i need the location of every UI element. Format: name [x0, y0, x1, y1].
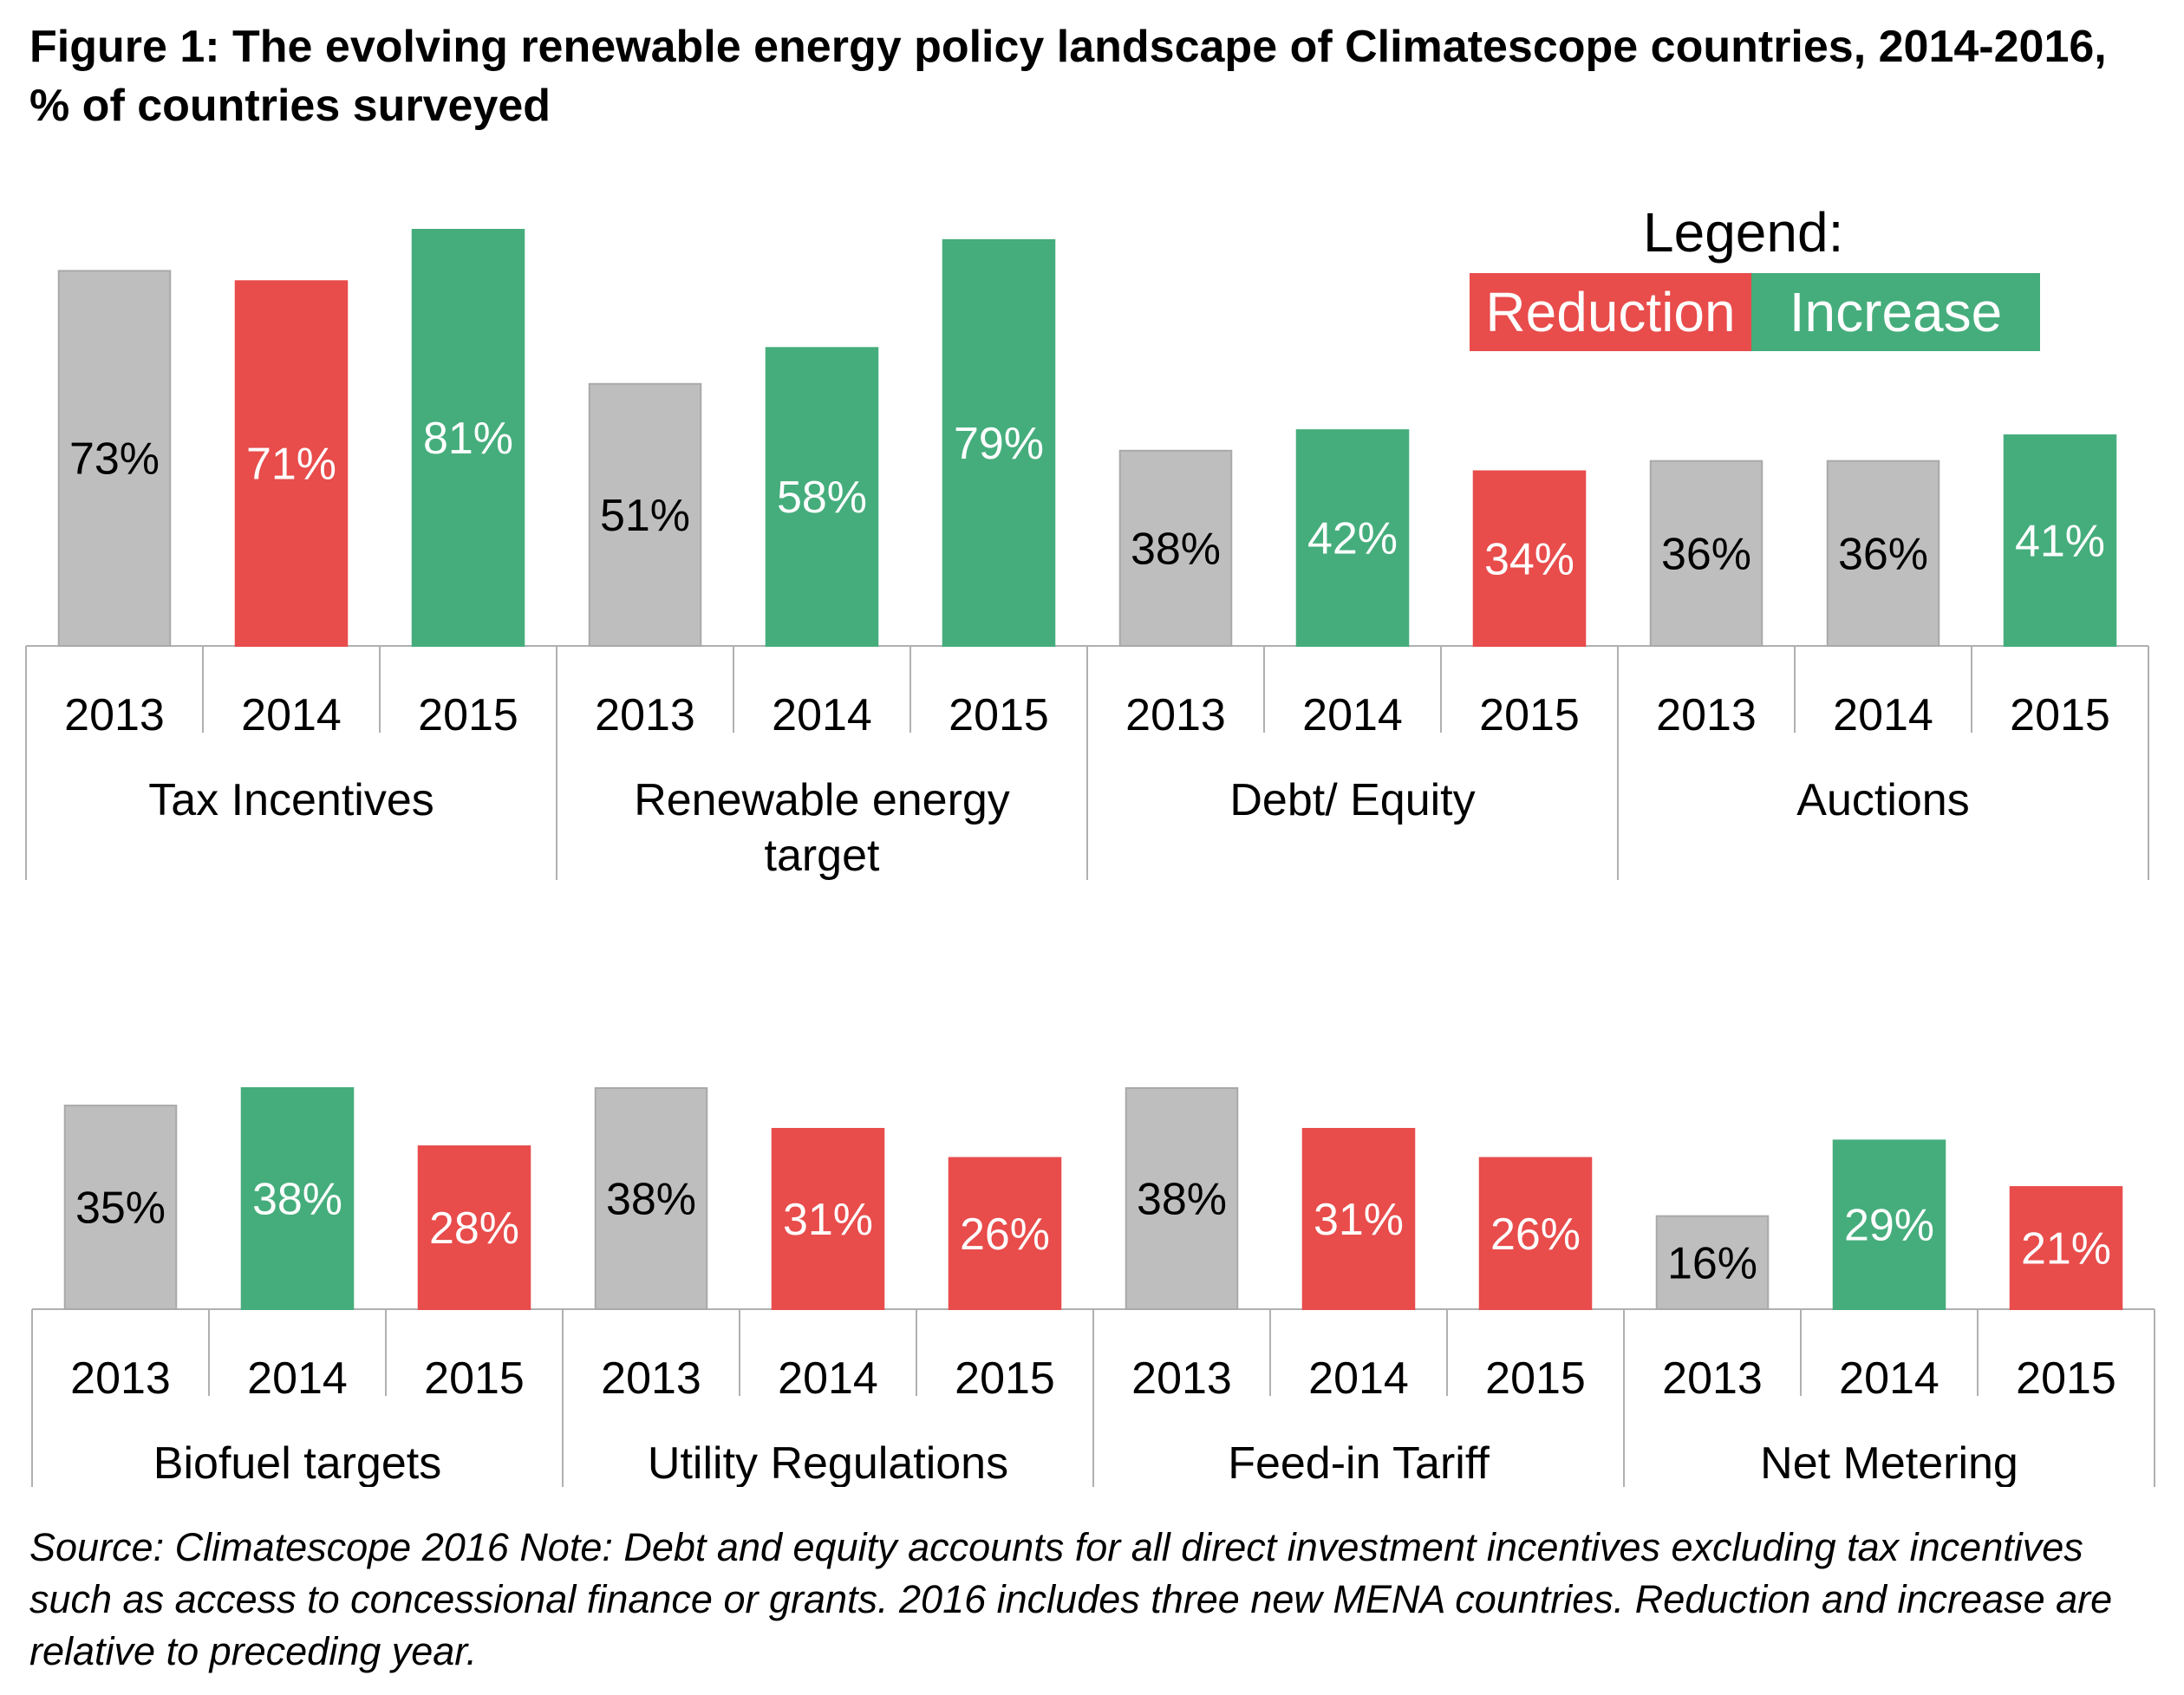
data-label: 35% [75, 1183, 166, 1234]
bottom-bar-chart: 35% 2013 38% 2014 28% 2015 Biofuel targets 38% 2… [31, 1087, 2155, 1487]
data-label: 73% [69, 434, 160, 485]
data-label: 34% [1484, 534, 1574, 584]
year-tick-label: 2013 [1662, 1353, 1763, 1404]
bar-auctions-2014 [1826, 460, 1940, 647]
data-label: 31% [1314, 1195, 1404, 1245]
year-tick-label: 2015 [1479, 690, 1580, 740]
bar-auctions-2015 [2003, 434, 2117, 648]
category-label: Feed-in Tariff [1228, 1438, 1490, 1487]
year-tick-label: 2014 [241, 690, 342, 740]
bar-tax-incentives-2015 [411, 229, 525, 647]
bar-net-metering-2014 [1832, 1139, 1946, 1311]
year-tick-label: 2014 [778, 1353, 878, 1404]
category-label: Utility Regulations [648, 1438, 1008, 1487]
bar-auctions-2013 [1649, 460, 1763, 647]
year-tick-label: 2014 [1839, 1353, 1940, 1404]
data-label: 26% [960, 1209, 1050, 1260]
bar-debt-equity-2013 [1118, 449, 1233, 647]
year-tick-label: 2013 [64, 690, 165, 740]
category-label: Tax Incentives [148, 775, 434, 825]
category-label: Renewable energy [634, 775, 1010, 825]
year-tick-label: 2014 [1833, 690, 1933, 740]
year-tick-label: 2014 [1308, 1353, 1409, 1404]
figure-title: Figure 1: The evolving renewable energy … [29, 22, 2107, 131]
data-label: 38% [1131, 524, 1221, 574]
year-tick-label: 2015 [949, 690, 1049, 740]
bar-debt-equity-2014 [1295, 429, 1410, 647]
legend-increase: Increase [1751, 273, 2040, 351]
category-label: Biofuel targets [153, 1438, 441, 1487]
year-tick-label: 2013 [70, 1353, 171, 1404]
year-tick-label: 2015 [2016, 1353, 2116, 1404]
bar-utility-regulations-2015 [948, 1157, 1062, 1310]
category-label: target [765, 831, 881, 880]
data-label: 42% [1307, 514, 1398, 564]
year-tick-label: 2014 [772, 690, 872, 740]
bar-debt-equity-2015 [1472, 470, 1587, 647]
data-label: 28% [429, 1203, 519, 1254]
data-label: 36% [1838, 529, 1928, 579]
category-label: Auctions [1796, 775, 1969, 825]
data-label: 51% [600, 491, 690, 541]
year-tick-label: 2013 [595, 690, 695, 740]
year-tick-label: 2015 [2010, 690, 2110, 740]
bar-tax-incentives-2013 [57, 270, 172, 647]
bar-net-metering-2015 [2009, 1186, 2123, 1310]
bar-biofuel-targets-2015 [417, 1145, 531, 1310]
year-tick-label: 2013 [1125, 690, 1226, 740]
data-label: 26% [1490, 1209, 1581, 1260]
legend-title: Legend: [1643, 201, 1844, 264]
year-tick-label: 2014 [1302, 690, 1403, 740]
data-label: 29% [1844, 1201, 1934, 1251]
data-label: 41% [2015, 517, 2105, 567]
bar-feed-in-tariff-2014 [1301, 1127, 1416, 1311]
data-label: 58% [777, 473, 867, 523]
year-tick-label: 2013 [1656, 690, 1757, 740]
source-note: Source: Climatescope 2016 Note: Debt and… [29, 1525, 2113, 1673]
data-label: 21% [2021, 1224, 2111, 1275]
bar-biofuel-targets-2014 [240, 1087, 355, 1310]
category-label: Debt/ Equity [1229, 775, 1475, 825]
data-label: 38% [252, 1175, 342, 1225]
bar-biofuel-targets-2013 [63, 1105, 178, 1310]
data-label: 81% [423, 414, 513, 464]
bar-feed-in-tariff-2015 [1478, 1157, 1593, 1310]
year-tick-label: 2015 [418, 690, 518, 740]
data-label: 16% [1667, 1238, 1757, 1288]
bar-renewable-energy-target-2015 [942, 238, 1056, 648]
bar-tax-incentives-2014 [234, 280, 349, 648]
bar-renewable-energy-target-2013 [588, 382, 702, 647]
year-tick-label: 2013 [601, 1353, 701, 1404]
bar-utility-regulations-2013 [594, 1087, 708, 1310]
year-tick-label: 2015 [1485, 1353, 1586, 1404]
data-label: 79% [954, 419, 1044, 469]
bar-utility-regulations-2014 [771, 1127, 885, 1311]
year-tick-label: 2013 [1131, 1353, 1232, 1404]
year-tick-label: 2015 [424, 1353, 525, 1404]
category-label: Net Metering [1760, 1438, 2018, 1487]
data-label: 31% [783, 1195, 873, 1245]
year-tick-label: 2015 [955, 1353, 1055, 1404]
year-tick-label: 2014 [247, 1353, 348, 1404]
bar-net-metering-2013 [1655, 1215, 1770, 1310]
data-label: 36% [1661, 529, 1751, 579]
data-label: 71% [246, 440, 336, 490]
data-label: 38% [1137, 1175, 1227, 1225]
bar-feed-in-tariff-2013 [1125, 1087, 1239, 1310]
legend-reduction: Reduction [1470, 273, 1751, 351]
top-bar-chart: 73% 2013 71% 2014 81% 2015 Tax Incentives 51% 20… [25, 229, 2149, 880]
data-label: 38% [606, 1175, 696, 1225]
bar-renewable-energy-target-2014 [765, 347, 879, 647]
